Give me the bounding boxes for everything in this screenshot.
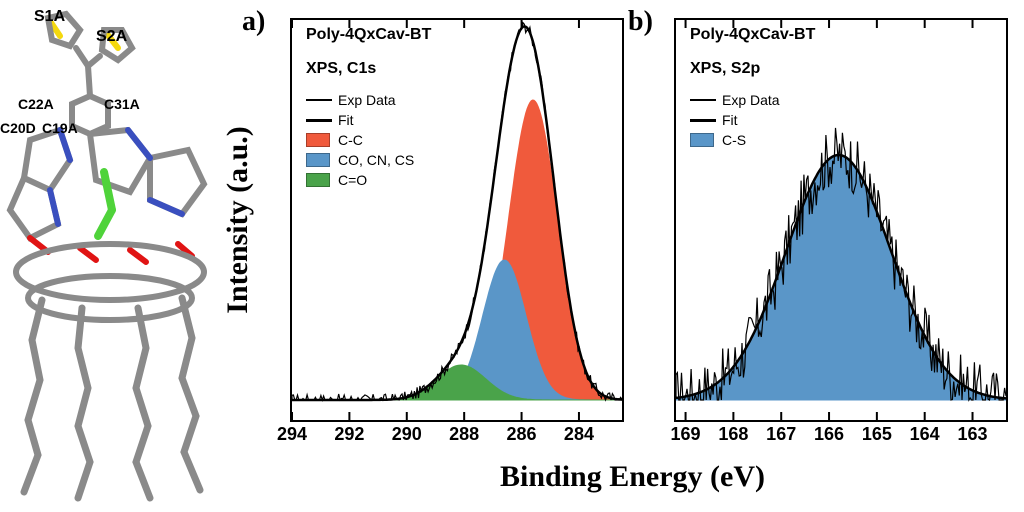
- y-axis-label: Intensity (a.u.): [221, 126, 255, 314]
- legend-swatch-icon: [306, 133, 330, 147]
- panel-b: Poly-4QxCav-BT XPS, S2p Exp DataFitC-S 1…: [674, 18, 1008, 422]
- panel-a-label: a): [242, 6, 265, 38]
- xtick-label: 294: [277, 424, 307, 445]
- legend-label: Fit: [338, 112, 354, 128]
- atom-label: C20D: [0, 120, 36, 136]
- legend-line-icon: [306, 99, 332, 101]
- xtick-label: 163: [957, 424, 987, 445]
- xtick-label: 166: [814, 424, 844, 445]
- legend-line-icon: [690, 99, 716, 101]
- legend-line-icon: [306, 119, 332, 122]
- molecule-panel: S1A S2A C22A C31A C20D C19A: [0, 0, 230, 512]
- legend-swatch-icon: [690, 133, 714, 147]
- legend-swatch-icon: [306, 173, 330, 187]
- legend-row: Fit: [306, 112, 414, 128]
- atom-label: C19A: [42, 120, 78, 136]
- x-axis-label: Binding Energy (eV): [500, 460, 765, 494]
- panel-a: Poly-4QxCav-BT XPS, C1s Exp Data Fit C-C CO…: [290, 18, 624, 422]
- xtick-label: 284: [564, 424, 594, 445]
- panel-a-legend: Exp Data Fit C-C CO, CN, CS C=O: [306, 92, 414, 192]
- atom-label: S2A: [96, 28, 127, 46]
- legend-row: C-S: [690, 132, 780, 148]
- legend-row: Exp Data: [690, 92, 780, 108]
- panel-a-subtitle: XPS, C1s: [306, 60, 376, 78]
- legend-label: C=O: [338, 172, 367, 188]
- xtick-label: 165: [862, 424, 892, 445]
- figure-root: S1A S2A C22A C31A C20D C19A a) Poly-4QxCav-BT…: [0, 0, 1024, 512]
- legend-row: CO, CN, CS: [306, 152, 414, 168]
- legend-label: CO, CN, CS: [338, 152, 414, 168]
- peak-fill: [676, 155, 1006, 400]
- panel-b-subtitle: XPS, S2p: [690, 60, 760, 78]
- legend-row: C-C: [306, 132, 414, 148]
- xtick-label: 169: [671, 424, 701, 445]
- legend-label: Fit: [722, 112, 738, 128]
- panel-a-title: Poly-4QxCav-BT: [306, 26, 431, 44]
- xtick-label: 290: [392, 424, 422, 445]
- legend-row: Fit: [690, 112, 780, 128]
- legend-line-icon: [690, 119, 716, 122]
- xtick-label: 168: [718, 424, 748, 445]
- panel-b-svg: [676, 20, 1006, 420]
- legend-swatch-icon: [306, 153, 330, 167]
- legend-row: C=O: [306, 172, 414, 188]
- xtick-label: 286: [507, 424, 537, 445]
- xtick-label: 288: [449, 424, 479, 445]
- panel-b-title: Poly-4QxCav-BT: [690, 26, 815, 44]
- atom-label: C31A: [104, 96, 140, 112]
- legend-row: Exp Data: [306, 92, 414, 108]
- molecule-svg: [0, 0, 230, 512]
- legend-label: C-C: [338, 132, 363, 148]
- xtick-label: 164: [910, 424, 940, 445]
- atom-label: S1A: [34, 8, 65, 26]
- legend-label: Exp Data: [722, 92, 780, 108]
- xtick-label: 292: [334, 424, 364, 445]
- legend-label: Exp Data: [338, 92, 396, 108]
- atom-label: C22A: [18, 96, 54, 112]
- legend-label: C-S: [722, 132, 746, 148]
- xtick-label: 167: [766, 424, 796, 445]
- panel-b-legend: Exp Data Fit C-S: [690, 92, 780, 152]
- panel-b-label: b): [628, 6, 653, 38]
- panel-a-svg: [292, 20, 622, 420]
